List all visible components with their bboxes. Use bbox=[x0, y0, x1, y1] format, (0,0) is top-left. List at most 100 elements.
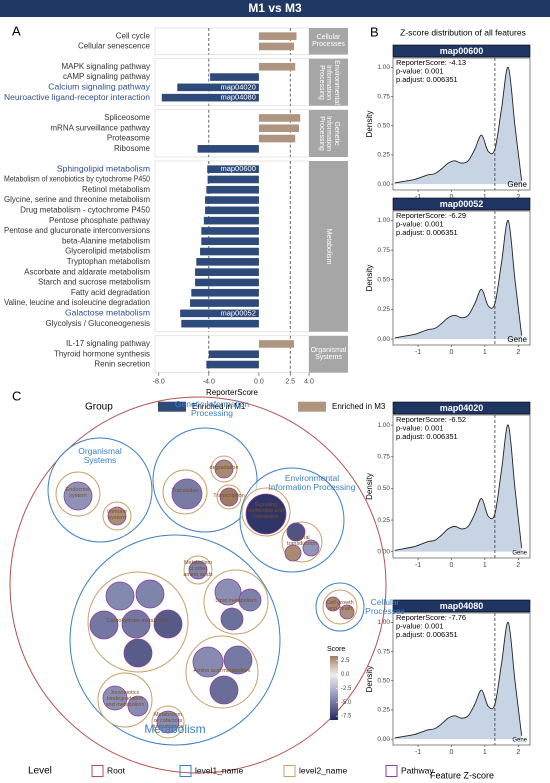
pathway-circle bbox=[339, 604, 355, 620]
legend-title: Group bbox=[85, 401, 113, 412]
category-label: Cellular senescence bbox=[78, 42, 151, 51]
gene-label: Gene bbox=[507, 180, 527, 189]
y-tick-label: 0.75 bbox=[377, 648, 390, 655]
level2-label: Signaling molecules and interaction bbox=[248, 502, 284, 520]
y-tick-label: 0.00 bbox=[377, 336, 390, 343]
bar bbox=[205, 196, 259, 204]
stat-text: p-value: 0.001 bbox=[396, 621, 444, 630]
level2-label: Transcription bbox=[213, 493, 245, 500]
density-area bbox=[394, 622, 522, 740]
panel-title-bar bbox=[392, 599, 531, 613]
level2-label: Amino acid metabolism bbox=[193, 668, 251, 675]
density-line bbox=[394, 621, 523, 739]
y-tick-label: 1.00 bbox=[377, 64, 390, 71]
category-label: Drug metabolism - cytochrome P450 bbox=[20, 205, 150, 214]
level1-label: Metabolism bbox=[144, 722, 206, 736]
pathway-circle bbox=[156, 710, 180, 734]
pathway-circle bbox=[89, 610, 119, 640]
stat-text: p-value: 0.001 bbox=[396, 423, 444, 432]
score-colorbar bbox=[330, 656, 338, 720]
root-circle bbox=[9, 396, 387, 774]
bar-annotation: map04020 bbox=[220, 82, 255, 91]
panel-title: map04020 bbox=[440, 403, 484, 413]
level2-label: Endocrine system bbox=[65, 487, 91, 499]
x-tick-label: 2.5 bbox=[285, 379, 295, 386]
y-tick-label: 0.50 bbox=[377, 276, 390, 283]
category-label: Pentose phosphate pathway bbox=[49, 216, 150, 225]
y-axis-title: Density bbox=[365, 111, 374, 138]
x-tick-label: 1 bbox=[483, 562, 487, 569]
category-label: Thyroid hormone synthesis bbox=[54, 349, 150, 358]
x-axis-title: Feature Z-score bbox=[430, 770, 494, 780]
y-tick-label: 0.00 bbox=[377, 181, 390, 188]
stat-text: p-value: 0.001 bbox=[396, 66, 444, 75]
y-tick-label: 0.25 bbox=[377, 517, 390, 524]
pathway-circle bbox=[214, 578, 242, 606]
x-tick-label: 1 bbox=[483, 749, 487, 756]
header-bar bbox=[0, 0, 550, 17]
y-tick-label: 1.00 bbox=[377, 619, 390, 626]
stat-text: ReporterScore: -7.76 bbox=[396, 613, 466, 622]
category-label: Sphingolipid metabolism bbox=[57, 163, 150, 173]
panel-title: map04080 bbox=[440, 601, 484, 611]
pathway-circle bbox=[325, 596, 341, 612]
category-label: Glycolysis / Gluconeogenesis bbox=[46, 319, 151, 328]
bar bbox=[207, 165, 259, 173]
pathway-circle bbox=[63, 481, 93, 511]
level1-label: Environmental Information Processing bbox=[268, 473, 356, 492]
panel-title: map00600 bbox=[440, 46, 484, 56]
legend-label: Enriched in M1 bbox=[192, 402, 246, 411]
bar bbox=[195, 268, 259, 276]
bar bbox=[201, 227, 259, 235]
stat-text: p.adjust: 0.006351 bbox=[396, 75, 458, 84]
x-tick-label: 2 bbox=[516, 562, 520, 569]
level2-label: Signal transduction bbox=[287, 535, 317, 547]
y-axis-title: Density bbox=[365, 265, 374, 292]
x-tick-label: 0 bbox=[450, 749, 454, 756]
x-tick-label: 2 bbox=[516, 349, 520, 356]
y-tick-label: 0.75 bbox=[377, 247, 390, 254]
density-line bbox=[394, 220, 523, 339]
legend-swatch bbox=[298, 401, 326, 412]
level1-label: Genetic Information Processing bbox=[174, 399, 250, 418]
legend-label: level2_name bbox=[299, 765, 347, 775]
facet-strip bbox=[309, 161, 348, 332]
y-tick-label: 0.75 bbox=[377, 93, 390, 100]
category-label: Tryptophan metabolism bbox=[67, 257, 151, 266]
bar bbox=[258, 32, 297, 40]
panel-title-bar bbox=[392, 401, 531, 415]
bar bbox=[258, 62, 296, 71]
colorbar-label: -7.5 bbox=[341, 714, 352, 720]
stat-text: ReporterScore: -4.13 bbox=[396, 58, 466, 67]
legend-label: Root bbox=[107, 765, 126, 775]
pathway-circle bbox=[153, 609, 183, 639]
category-label: Renin secretion bbox=[94, 360, 150, 369]
category-label: IL-17 signaling pathway bbox=[66, 339, 150, 348]
facet-strip bbox=[309, 335, 348, 373]
bar bbox=[206, 185, 259, 194]
density-line bbox=[394, 66, 523, 184]
panel-label: A bbox=[12, 23, 21, 38]
level2-label: Carbohydrate metabolism bbox=[106, 618, 170, 625]
x-tick-label: -8.0 bbox=[153, 379, 165, 386]
category-label: mRNA surveillance pathway bbox=[50, 123, 150, 132]
level2-label: Xenobiotics biodegradation and metabolis… bbox=[105, 690, 145, 708]
pathway-circle bbox=[245, 493, 287, 535]
y-tick-label: 0.50 bbox=[377, 122, 390, 129]
category-label: Glycerolipid metabolism bbox=[65, 247, 150, 256]
y-tick-label: 0.25 bbox=[377, 707, 390, 714]
stat-text: p-value: 0.001 bbox=[396, 219, 444, 228]
gene-label: Gene bbox=[507, 335, 527, 344]
legend-title: Score bbox=[327, 646, 345, 653]
density-line bbox=[394, 424, 523, 551]
bar bbox=[200, 247, 259, 256]
y-tick-label: 1.00 bbox=[377, 422, 390, 429]
facet-strip bbox=[309, 28, 348, 55]
x-tick-label: 1 bbox=[483, 194, 487, 201]
strip-label: Genetic Information Processing bbox=[317, 115, 340, 151]
legend-title: Level bbox=[28, 766, 52, 777]
bar bbox=[206, 360, 259, 369]
category-label: Retinol metabolism bbox=[82, 185, 150, 194]
x-tick-label: 0.0 bbox=[254, 379, 264, 386]
bar bbox=[197, 145, 259, 153]
